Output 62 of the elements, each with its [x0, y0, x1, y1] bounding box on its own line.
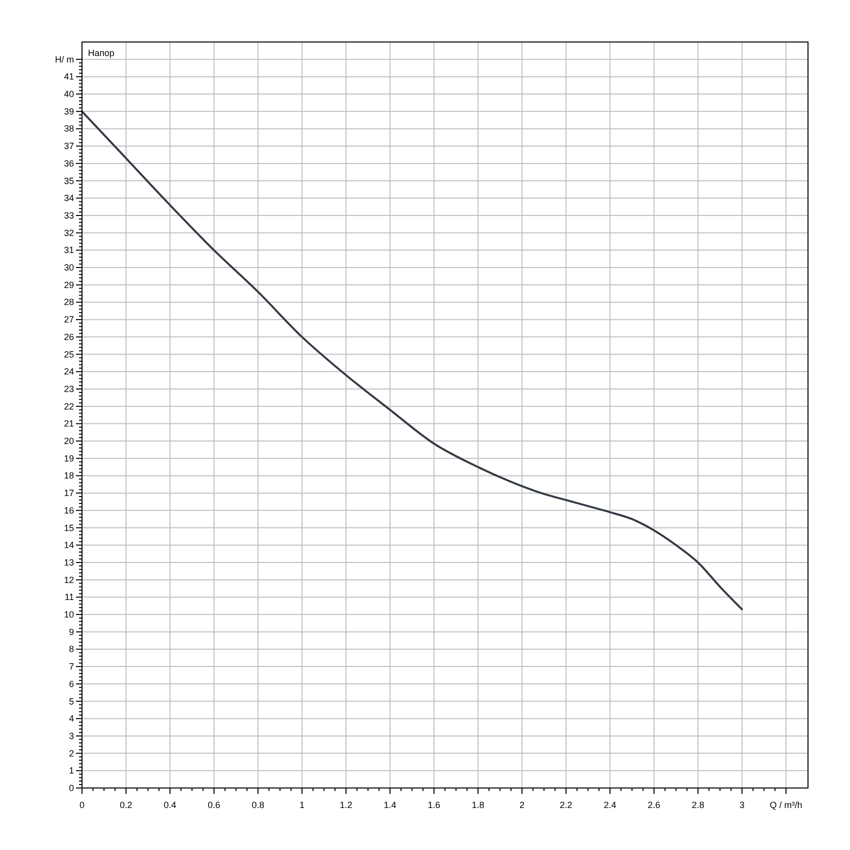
- y-tick-label: 17: [64, 488, 74, 498]
- x-tick-label: 2: [519, 800, 525, 810]
- y-tick-label: 36: [64, 158, 74, 168]
- y-tick-label: 22: [64, 401, 74, 412]
- y-tick-label: 27: [64, 314, 74, 325]
- x-tick-label: 0.4: [164, 800, 176, 810]
- x-tick-label: 1.4: [384, 800, 396, 810]
- x-tick-label: 2.8: [692, 800, 704, 810]
- x-tick-label: 2.6: [648, 800, 660, 810]
- text: Напор: [88, 48, 114, 58]
- y-tick-label: 37: [64, 141, 74, 152]
- y-tick-label: 21: [64, 418, 74, 429]
- y-tick-label: 34: [64, 193, 74, 204]
- y-tick-label: 5: [68, 696, 74, 706]
- y-tick-label: 41: [64, 72, 74, 82]
- y-tick-label: 32: [64, 228, 74, 238]
- y-tick-label: 26: [64, 332, 74, 342]
- y-tick-label: 14: [64, 540, 74, 550]
- x-tick-label: 1.2: [340, 800, 352, 810]
- y-tick-label: 25: [64, 349, 74, 360]
- y-tick-label: 40: [64, 89, 74, 100]
- y-tick-label: 19: [64, 453, 74, 464]
- y-tick-label: 1: [68, 766, 74, 776]
- y-tick-label: 38: [64, 124, 74, 134]
- y-tick-label: 39: [64, 106, 74, 116]
- x-tick-label: 1: [299, 800, 305, 810]
- x-tick-label: 2.4: [604, 800, 616, 810]
- y-tick-label: 13: [64, 557, 74, 568]
- y-tick-label: 20: [64, 436, 74, 446]
- x-tick-label: 2.2: [560, 800, 572, 810]
- y-tick-label: 8: [68, 644, 74, 654]
- x-tick-label: 0.6: [208, 800, 220, 810]
- y-tick-label: 9: [68, 626, 74, 637]
- y-tick-label: 16: [64, 505, 74, 516]
- y-tick-label: 7: [68, 662, 74, 672]
- x-tick-label: 0: [79, 800, 85, 810]
- y-tick-label: 28: [64, 297, 74, 308]
- y-tick-label: 30: [64, 262, 74, 273]
- y-axis-title: H/ m: [55, 54, 74, 64]
- y-tick-label: 12: [64, 574, 74, 585]
- y-tick-label: 35: [64, 176, 74, 186]
- x-tick-label: 0.2: [120, 800, 132, 810]
- y-tick-label: 29: [64, 280, 74, 290]
- y-tick-label: 23: [64, 384, 74, 394]
- x-tick-label: 1.8: [472, 800, 484, 810]
- x-tick-label: 1.6: [428, 800, 440, 810]
- x-tick-label: 0.8: [252, 800, 264, 810]
- y-tick-label: 11: [64, 592, 74, 602]
- y-tick-label: 2: [68, 748, 74, 758]
- x-axis-title: Q / m³/h: [770, 800, 802, 810]
- y-tick-label: 24: [64, 366, 74, 377]
- y-tick-label: 31: [64, 245, 74, 256]
- line-series: [81, 110, 743, 610]
- y-tick-label: 18: [64, 470, 74, 481]
- y-tick-label: 6: [68, 678, 74, 689]
- y-tick-label: 33: [64, 210, 74, 220]
- y-tick-label: 15: [64, 522, 74, 533]
- x-tick-label: 3: [739, 800, 745, 810]
- y-tick-label: 10: [64, 610, 74, 620]
- y-tick-label: 4: [68, 714, 74, 724]
- y-tick-label: 0: [68, 783, 74, 793]
- y-tick-label: 3: [68, 730, 74, 741]
